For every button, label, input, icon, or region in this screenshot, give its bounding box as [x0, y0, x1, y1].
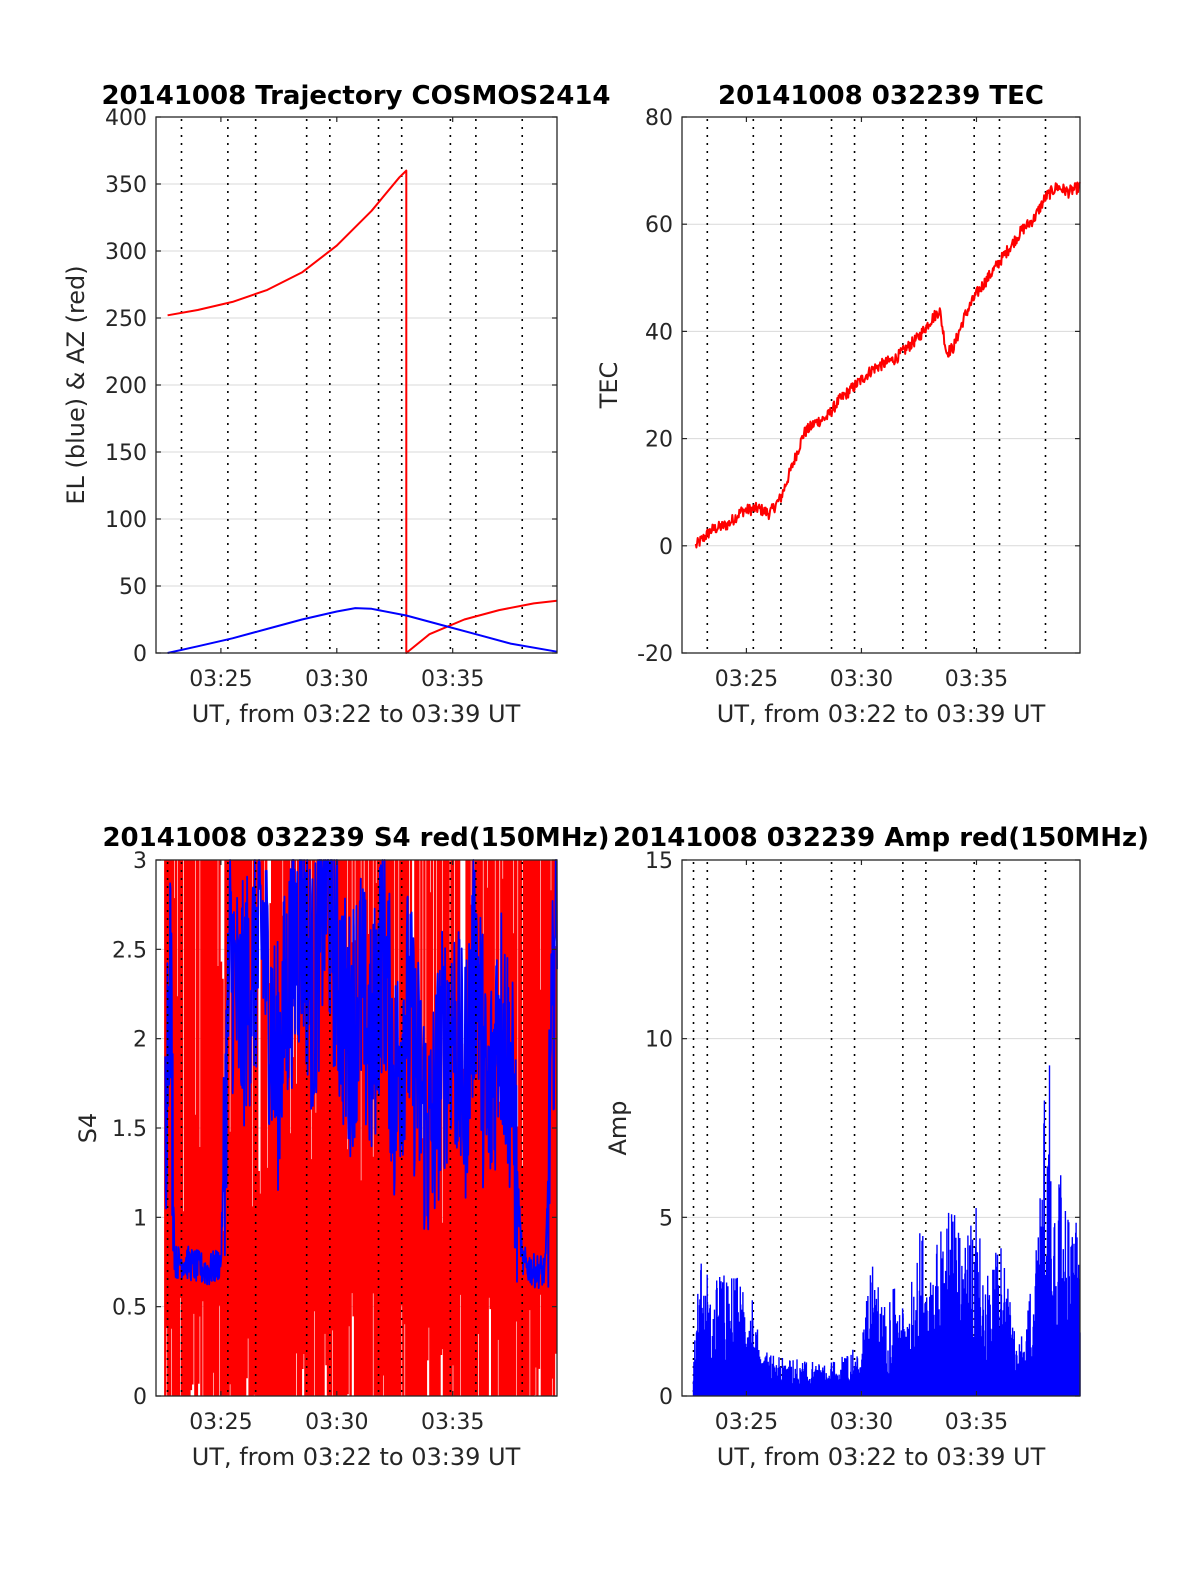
trajectory-ytick-label: 300 — [105, 240, 147, 265]
trajectory-xtick-label: 03:35 — [421, 667, 484, 692]
tec-ytick-label: 0 — [659, 535, 673, 560]
trajectory-ylabel: EL (blue) & AZ (red) — [62, 265, 90, 504]
tec-xlabel: UT, from 03:22 to 03:39 UT — [717, 700, 1046, 728]
trajectory-hgrid — [156, 183, 557, 587]
s4-xtick-label: 03:30 — [305, 1410, 368, 1435]
trajectory-ytick-label: 0 — [133, 642, 147, 667]
s4-xlabel: UT, from 03:22 to 03:39 UT — [192, 1443, 521, 1471]
trajectory-xtick-label: 03:25 — [189, 667, 252, 692]
tec-ytick-label: 60 — [645, 213, 673, 238]
tec-xtick-label: 03:25 — [715, 667, 778, 692]
s4-ytick-label: 0.5 — [112, 1296, 147, 1321]
trajectory-ytick-label: 400 — [105, 106, 147, 131]
amp-xtick-label: 03:35 — [945, 1410, 1008, 1435]
s4-series — [164, 859, 558, 1396]
tec-xtick-label: 03:35 — [945, 667, 1008, 692]
tec-title: 20141008 032239 TEC — [718, 81, 1044, 111]
trajectory-xlabel: UT, from 03:22 to 03:39 UT — [192, 700, 521, 728]
tec-hgrid — [682, 223, 1080, 547]
trajectory-ytick-label: 150 — [105, 441, 147, 466]
tec-ytick-label: 80 — [645, 106, 673, 131]
s4-ytick-label: 2.5 — [112, 938, 147, 963]
tec-xtick-label: 03:30 — [830, 667, 893, 692]
s4-panel: 0 0.5 1 1.5 2 2.5 3 03:25 03:30 03:35 20141008 03… — [74, 823, 610, 1471]
s4-xtick-label: 03:35 — [421, 1410, 484, 1435]
trajectory-vgrid — [180, 119, 524, 653]
tec-axes-frame — [681, 116, 1081, 654]
s4-series-s4-blue — [164, 859, 558, 1289]
trajectory-ytick-label: 100 — [105, 508, 147, 533]
tec-ticks: -20 0 20 40 60 80 03:25 03:30 03:35 — [637, 106, 1080, 692]
amp-hgrid — [682, 1038, 1080, 1218]
tec-ytick-label: 20 — [645, 428, 673, 453]
trajectory-ytick-label: 200 — [105, 374, 147, 399]
s4-ytick-label: 1 — [133, 1206, 147, 1231]
tec-series-tec — [694, 181, 1081, 549]
s4-ticks: 0 0.5 1 1.5 2 2.5 3 03:25 03:30 03:35 — [112, 849, 557, 1435]
tec-ylabel: TEC — [595, 362, 623, 410]
s4-ylabel: S4 — [74, 1113, 102, 1144]
amp-xtick-label: 03:25 — [715, 1410, 778, 1435]
s4-title: 20141008 032239 S4 red(150MHz) — [102, 823, 609, 853]
tec-vgrid — [706, 119, 1047, 653]
tec-ytick-label: -20 — [637, 642, 673, 667]
s4-vgrid — [166, 862, 524, 1396]
amp-ylabel: Amp — [604, 1100, 632, 1155]
trajectory-series-az — [167, 169, 558, 654]
amp-vgrid — [692, 862, 1047, 1396]
trajectory-ytick-label: 250 — [105, 307, 147, 332]
tec-ytick-label: 40 — [645, 320, 673, 345]
amp-axes-frame — [681, 859, 1081, 1397]
s4-ytick-label: 2 — [133, 1028, 147, 1053]
trajectory-series-el — [167, 607, 558, 654]
amp-xtick-label: 03:30 — [830, 1410, 893, 1435]
amp-ytick-label: 10 — [645, 1028, 673, 1053]
amp-ytick-label: 5 — [659, 1206, 673, 1231]
amp-ticks: 0 5 10 15 03:25 03:30 03:35 — [645, 849, 1080, 1435]
amp-series — [692, 1065, 1081, 1396]
trajectory-title: 20141008 Trajectory COSMOS2414 — [101, 81, 610, 111]
trajectory-panel: 20141008 Trajectory COSMOS2414 0 50 100 150… — [62, 81, 611, 728]
amp-ytick-label: 15 — [645, 849, 673, 874]
amp-title: 20141008 032239 Amp red(150MHz) — [613, 823, 1149, 853]
s4-ytick-label: 3 — [133, 849, 147, 874]
s4-xtick-label: 03:25 — [189, 1410, 252, 1435]
s4-ytick-label: 0 — [133, 1385, 147, 1410]
tec-series — [694, 181, 1081, 549]
s4-ytick-label: 1.5 — [112, 1117, 147, 1142]
tec-panel: 20141008 032239 TEC -20 0 20 40 60 80 03:25 03:… — [595, 81, 1081, 728]
trajectory-ytick-label: 350 — [105, 173, 147, 198]
trajectory-ytick-label: 50 — [119, 575, 147, 600]
trajectory-xtick-label: 03:30 — [305, 667, 368, 692]
trajectory-series — [167, 169, 558, 654]
trajectory-ticks: 0 50 100 150 200 250 300 350 400 03:25 03:30 03:35 — [105, 106, 557, 692]
amp-panel: 0 5 10 15 03:25 03:30 03:35 20141008 032239 Am… — [604, 823, 1149, 1471]
amp-xlabel: UT, from 03:22 to 03:39 UT — [717, 1443, 1046, 1471]
amp-ytick-label: 0 — [659, 1385, 673, 1410]
amp-series-amp — [692, 1065, 1081, 1396]
